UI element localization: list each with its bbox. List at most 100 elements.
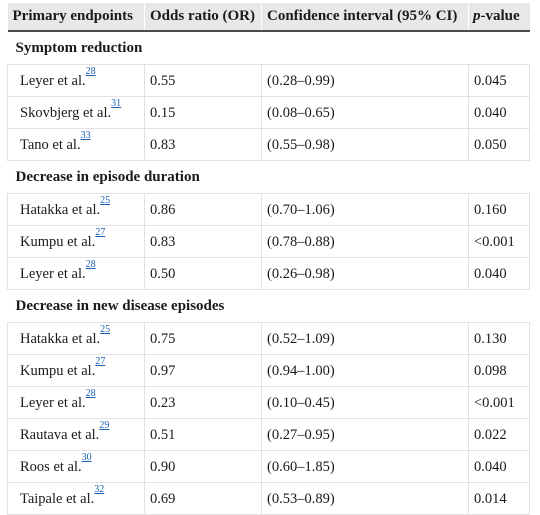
table-row: Leyer et al.28 0.23 (0.10–0.45) <0.001 xyxy=(7,386,530,419)
odds-ratio-cell: 0.86 xyxy=(144,193,262,226)
confidence-interval-cell: (0.70–1.06) xyxy=(261,193,469,226)
section-header-row: Decrease in new disease episodes xyxy=(7,289,530,323)
results-table-container: Primary endpoints Odds ratio (OR) Confid… xyxy=(7,3,530,515)
study-name: Leyer et al. xyxy=(20,394,86,411)
odds-ratio-cell: 0.55 xyxy=(144,64,262,97)
confidence-interval-cell: (0.28–0.99) xyxy=(261,64,469,97)
study-cell: Roos et al.30 xyxy=(7,450,145,483)
p-value-cell: 0.040 xyxy=(468,257,530,290)
p-value-cell: 0.040 xyxy=(468,450,530,483)
results-table: Primary endpoints Odds ratio (OR) Confid… xyxy=(7,3,530,515)
header-p-value: p-value xyxy=(468,3,530,32)
study-cell: Leyer et al.28 xyxy=(7,386,145,419)
table-row: Kumpu et al.27 0.97 (0.94–1.00) 0.098 xyxy=(7,354,530,387)
confidence-interval-cell: (0.53–0.89) xyxy=(261,482,469,515)
section-header-row: Decrease in episode duration xyxy=(7,160,530,194)
study-name: Kumpu et al. xyxy=(20,233,96,250)
study-name: Leyer et al. xyxy=(20,265,86,282)
p-value-cell: 0.098 xyxy=(468,354,530,387)
reference-link[interactable]: 28 xyxy=(85,259,96,271)
study-cell: Taipale et al.32 xyxy=(7,482,145,515)
study-cell: Hatakka et al.25 xyxy=(7,193,145,226)
confidence-interval-cell: (0.52–1.09) xyxy=(261,322,469,355)
odds-ratio-cell: 0.50 xyxy=(144,257,262,290)
reference-link[interactable]: 28 xyxy=(85,66,96,78)
reference-link[interactable]: 29 xyxy=(99,420,110,432)
odds-ratio-cell: 0.97 xyxy=(144,354,262,387)
table-row: Kumpu et al.27 0.83 (0.78–0.88) <0.001 xyxy=(7,225,530,258)
reference-superscript: 29 xyxy=(99,420,110,436)
table-header: Primary endpoints Odds ratio (OR) Confid… xyxy=(7,3,530,32)
reference-link[interactable]: 27 xyxy=(95,227,106,239)
reference-superscript: 30 xyxy=(81,452,92,468)
study-cell: Tano et al.33 xyxy=(7,128,145,161)
reference-superscript: 33 xyxy=(80,130,91,146)
study-cell: Kumpu et al.27 xyxy=(7,225,145,258)
study-cell: Kumpu et al.27 xyxy=(7,354,145,387)
reference-superscript: 31 xyxy=(111,98,122,114)
confidence-interval-cell: (0.26–0.98) xyxy=(261,257,469,290)
section-header-row: Symptom reduction xyxy=(7,30,530,65)
reference-link[interactable]: 31 xyxy=(111,98,122,110)
table-row: Roos et al.30 0.90 (0.60–1.85) 0.040 xyxy=(7,450,530,483)
confidence-interval-cell: (0.08–0.65) xyxy=(261,96,469,129)
study-name: Tano et al. xyxy=(20,136,81,153)
study-name: Roos et al. xyxy=(20,458,82,475)
odds-ratio-cell: 0.83 xyxy=(144,225,262,258)
reference-link[interactable]: 25 xyxy=(100,324,111,336)
table-row: Rautava et al.29 0.51 (0.27–0.95) 0.022 xyxy=(7,418,530,451)
reference-superscript: 25 xyxy=(100,195,111,211)
reference-link[interactable]: 32 xyxy=(94,484,105,496)
confidence-interval-cell: (0.10–0.45) xyxy=(261,386,469,419)
reference-link[interactable]: 30 xyxy=(81,452,92,464)
section-title: Decrease in new disease episodes xyxy=(7,289,530,323)
reference-link[interactable]: 33 xyxy=(80,130,91,142)
confidence-interval-cell: (0.78–0.88) xyxy=(261,225,469,258)
p-value-cell: 0.040 xyxy=(468,96,530,129)
reference-superscript: 28 xyxy=(85,259,96,275)
table-row: Leyer et al.28 0.50 (0.26–0.98) 0.040 xyxy=(7,257,530,290)
reference-link[interactable]: 27 xyxy=(95,356,106,368)
table-row: Tano et al.33 0.83 (0.55–0.98) 0.050 xyxy=(7,128,530,161)
header-row: Primary endpoints Odds ratio (OR) Confid… xyxy=(7,3,530,32)
odds-ratio-cell: 0.83 xyxy=(144,128,262,161)
header-confidence-interval: Confidence interval (95% CI) xyxy=(261,3,469,32)
study-name: Leyer et al. xyxy=(20,72,86,89)
confidence-interval-cell: (0.27–0.95) xyxy=(261,418,469,451)
reference-link[interactable]: 25 xyxy=(100,195,111,207)
confidence-interval-cell: (0.55–0.98) xyxy=(261,128,469,161)
header-primary-endpoints: Primary endpoints xyxy=(7,3,145,32)
study-cell: Skovbjerg et al.31 xyxy=(7,96,145,129)
study-name: Hatakka et al. xyxy=(20,330,101,347)
odds-ratio-cell: 0.75 xyxy=(144,322,262,355)
table-row: Hatakka et al.25 0.75 (0.52–1.09) 0.130 xyxy=(7,322,530,355)
study-name: Skovbjerg et al. xyxy=(20,104,112,121)
study-name: Kumpu et al. xyxy=(20,362,96,379)
table-body: Symptom reduction Leyer et al.28 0.55 (0.28… xyxy=(7,30,530,515)
table-row: Skovbjerg et al.31 0.15 (0.08–0.65) 0.040 xyxy=(7,96,530,129)
odds-ratio-cell: 0.69 xyxy=(144,482,262,515)
odds-ratio-cell: 0.23 xyxy=(144,386,262,419)
study-name: Hatakka et al. xyxy=(20,201,101,218)
reference-superscript: 27 xyxy=(95,356,106,372)
odds-ratio-cell: 0.90 xyxy=(144,450,262,483)
p-value-cell: 0.130 xyxy=(468,322,530,355)
study-cell: Hatakka et al.25 xyxy=(7,322,145,355)
section-title: Symptom reduction xyxy=(7,30,530,65)
table-row: Taipale et al.32 0.69 (0.53–0.89) 0.014 xyxy=(7,482,530,515)
reference-superscript: 25 xyxy=(100,324,111,340)
header-p-italic: p xyxy=(473,8,481,24)
p-value-cell: 0.050 xyxy=(468,128,530,161)
table-row: Hatakka et al.25 0.86 (0.70–1.06) 0.160 xyxy=(7,193,530,226)
confidence-interval-cell: (0.60–1.85) xyxy=(261,450,469,483)
confidence-interval-cell: (0.94–1.00) xyxy=(261,354,469,387)
p-value-cell: 0.014 xyxy=(468,482,530,515)
reference-superscript: 28 xyxy=(85,388,96,404)
reference-superscript: 32 xyxy=(94,484,105,500)
p-value-cell: 0.045 xyxy=(468,64,530,97)
header-odds-ratio: Odds ratio (OR) xyxy=(144,3,262,32)
reference-link[interactable]: 28 xyxy=(85,388,96,400)
study-name: Taipale et al. xyxy=(20,490,95,507)
table-row: Leyer et al.28 0.55 (0.28–0.99) 0.045 xyxy=(7,64,530,97)
study-cell: Leyer et al.28 xyxy=(7,64,145,97)
